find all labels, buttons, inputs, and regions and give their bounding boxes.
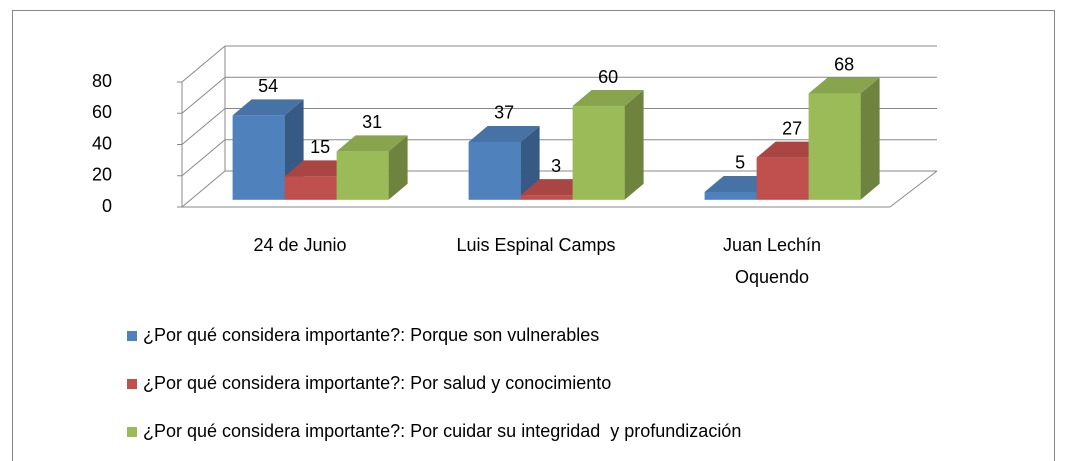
data-label: 3 <box>551 156 561 176</box>
legend-label: ¿Por qué considera importante?: Por salu… <box>143 373 611 393</box>
x-tick-label: 24 de Junio <box>253 235 347 255</box>
bar-side <box>520 125 540 200</box>
bar <box>704 191 757 200</box>
legend-label: ¿Por qué considera importante?: Por cuid… <box>143 421 741 441</box>
data-label: 15 <box>310 137 330 157</box>
grid-line <box>181 139 226 177</box>
bar-side <box>624 90 644 200</box>
grid-line <box>181 76 226 114</box>
data-label: 68 <box>834 54 854 74</box>
data-label: 37 <box>494 103 514 123</box>
y-tick-label: 40 <box>92 133 112 153</box>
bar <box>756 157 809 200</box>
x-tick-label: Juan Lechín Oquendo <box>722 235 822 287</box>
grid-line <box>181 108 226 145</box>
data-label: 5 <box>735 153 745 173</box>
data-label: 27 <box>782 118 802 138</box>
bar-top <box>808 77 880 94</box>
data-label: 31 <box>362 112 382 132</box>
y-tick-label: 60 <box>92 102 112 122</box>
y-tick-label: 80 <box>92 71 112 91</box>
bar-side <box>860 77 880 200</box>
y-tick-label: 0 <box>102 196 112 216</box>
grid-line <box>181 170 226 208</box>
bar <box>468 141 521 200</box>
bar <box>336 151 389 200</box>
y-tick-label: 20 <box>92 165 112 185</box>
legend-label: ¿Por qué considera importante?: Porque s… <box>143 325 599 345</box>
bar <box>284 176 337 200</box>
bar-top <box>572 90 644 107</box>
bar <box>808 93 861 200</box>
floor-edge <box>889 170 938 208</box>
bar-top <box>232 99 304 116</box>
bar <box>572 106 625 200</box>
data-label: 54 <box>258 76 278 96</box>
data-label: 60 <box>598 67 618 87</box>
bar-top <box>468 125 540 142</box>
bar-side <box>388 135 408 200</box>
bar <box>520 195 573 200</box>
grid-line <box>181 45 226 83</box>
chart-border <box>12 10 1055 461</box>
legend-swatch <box>127 331 137 341</box>
x-tick-label: Luis Espinal Camps <box>456 235 616 255</box>
bar-top <box>336 135 408 152</box>
legend-swatch <box>127 427 137 437</box>
bar <box>232 115 285 200</box>
legend-swatch <box>127 379 137 389</box>
